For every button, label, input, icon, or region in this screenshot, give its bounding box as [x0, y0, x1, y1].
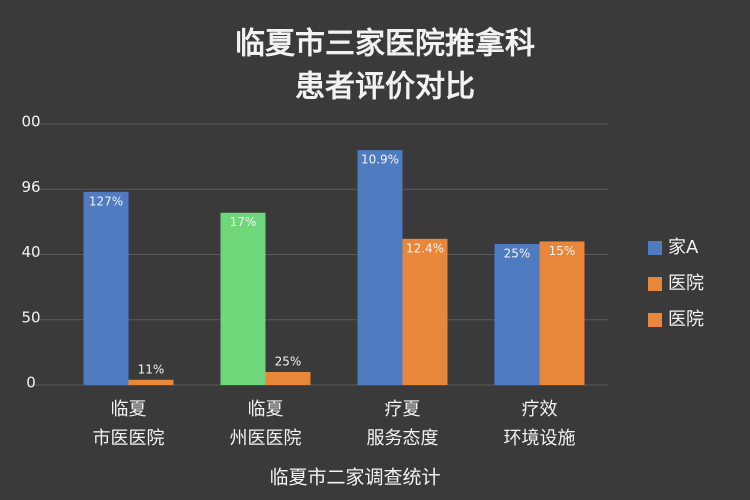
chart-title: 患者评价对比 — [295, 70, 475, 105]
legend-swatch — [648, 313, 662, 327]
legend-swatch — [648, 241, 662, 255]
bar — [539, 241, 585, 385]
legend-label: 医院 — [668, 273, 704, 294]
x-tick-label: 环境设施 — [504, 428, 576, 449]
legend-swatch — [648, 277, 662, 291]
data-label: 10.9% — [361, 153, 399, 167]
data-label: 12.4% — [406, 241, 444, 255]
x-axis-label: 临夏市二家调查统计 — [269, 467, 440, 489]
y-tick-label: 00 — [21, 113, 40, 131]
chart-title: 临夏市三家医院推拿科 — [235, 27, 535, 62]
legend-label: 医院 — [668, 309, 704, 330]
x-tick-label: 州医医院 — [230, 428, 302, 449]
data-label: 25% — [504, 247, 531, 261]
y-tick-label: 50 — [21, 308, 40, 326]
bar — [128, 379, 174, 385]
x-tick-label: 疗夏 — [385, 399, 421, 420]
x-tick-label: 服务态度 — [367, 428, 439, 449]
data-label: 127% — [89, 194, 123, 208]
legend-label: 家A — [668, 237, 699, 258]
data-label: 17% — [230, 215, 257, 229]
x-tick-label: 疗效 — [522, 399, 558, 420]
x-tick-label: 临夏 — [111, 399, 147, 420]
x-tick-label: 市医医院 — [93, 428, 165, 449]
bar — [220, 212, 266, 385]
data-label: 11% — [138, 362, 165, 376]
bar — [494, 244, 540, 385]
bar — [357, 150, 403, 385]
y-tick-label: 0 — [26, 374, 36, 392]
bar — [83, 191, 129, 385]
x-tick-label: 临夏 — [248, 399, 284, 420]
bar — [402, 238, 448, 385]
data-label: 15% — [549, 244, 576, 258]
y-tick-label: 40 — [21, 243, 40, 261]
bar — [265, 371, 311, 385]
y-tick-label: 96 — [21, 178, 40, 196]
data-label: 25% — [275, 354, 302, 368]
